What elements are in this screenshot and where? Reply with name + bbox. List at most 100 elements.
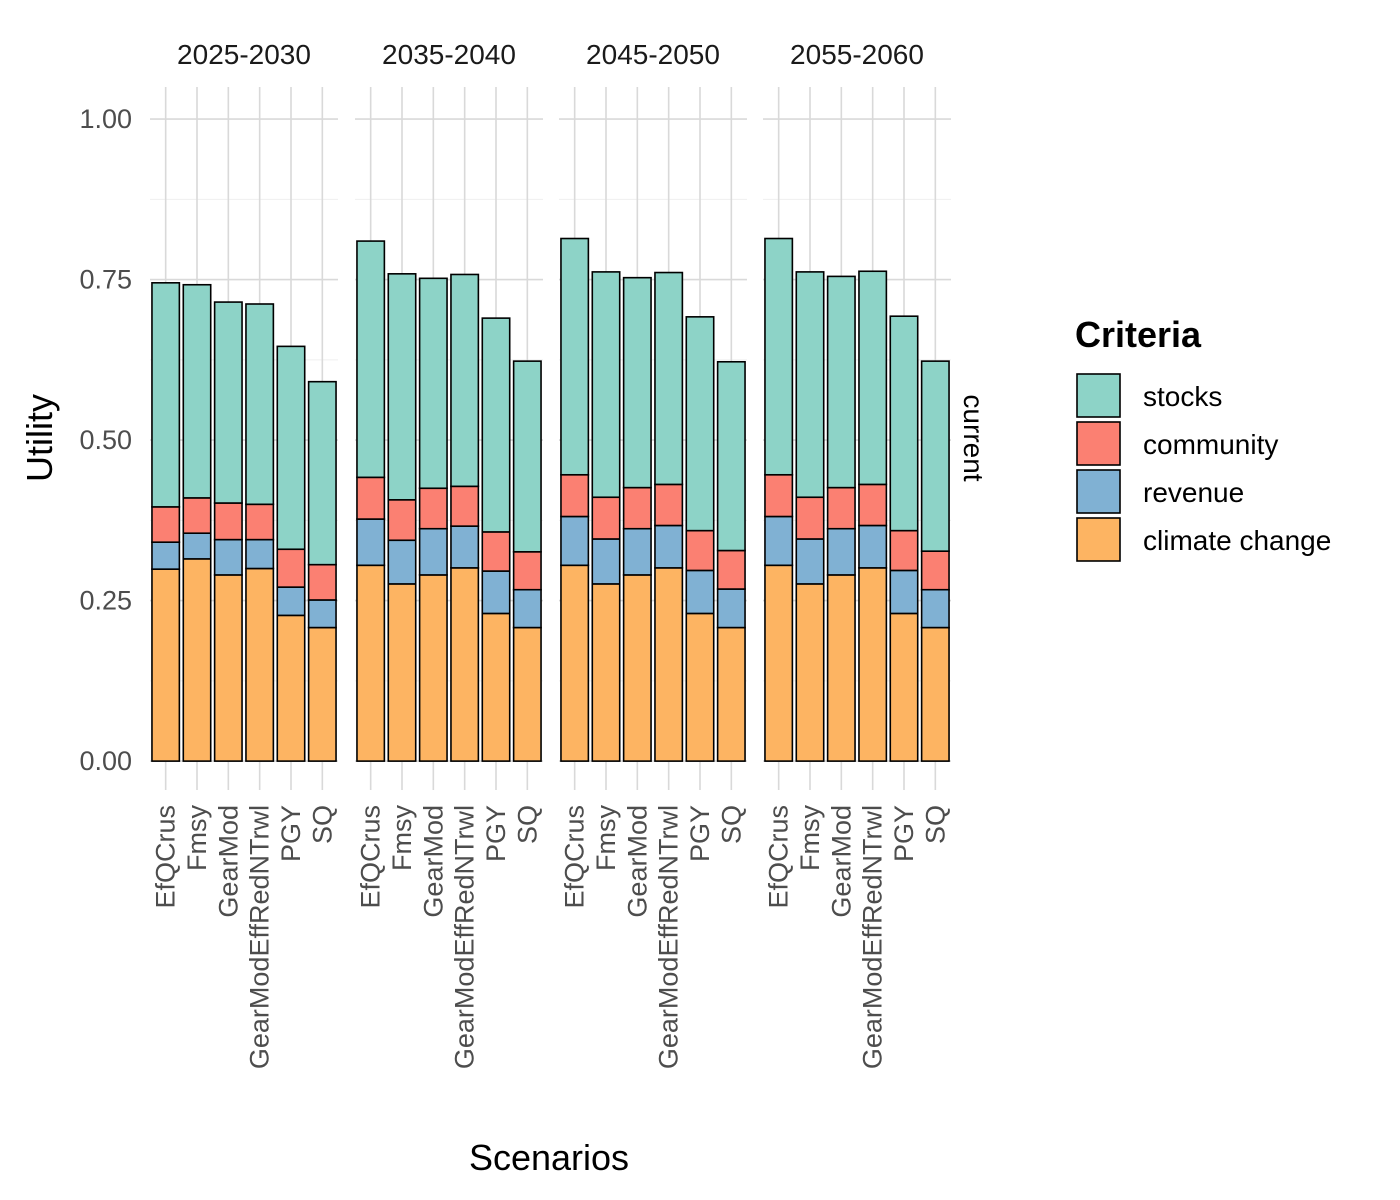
bar-segment-community: [151, 506, 181, 543]
x-tick-label: SQ: [716, 805, 746, 844]
x-tick-label: EfQCrus: [356, 805, 386, 909]
bar-segment-revenue: [716, 588, 746, 629]
bar-segment-climate-change: [889, 612, 919, 762]
bar-segment-climate-change: [151, 568, 181, 762]
bar-segment-stocks: [481, 317, 511, 533]
bar-segment-revenue: [276, 586, 306, 617]
x-tick-label: Fmsy: [591, 805, 621, 871]
bar-segment-community: [307, 563, 337, 601]
bar-segment-climate-change: [418, 574, 448, 762]
x-tick-label: GearMod: [418, 805, 448, 918]
bar-segment-stocks: [920, 360, 950, 552]
bar-segment-stocks: [654, 271, 684, 486]
x-tick-label: PGY: [889, 805, 919, 862]
legend: Criteria stocks community revenue climate c…: [1075, 314, 1331, 562]
bar-segment-revenue: [764, 515, 794, 567]
x-tick-label: GearMod: [826, 805, 856, 918]
x-tick-label: GearModEffRedNTrwl: [245, 805, 275, 1069]
legend-label: climate change: [1143, 525, 1331, 556]
y-tick-label: 0.25: [79, 586, 132, 616]
x-tick-label: EfQCrus: [560, 805, 590, 909]
bar-segment-stocks: [387, 273, 417, 501]
bar-segment-community: [560, 473, 590, 518]
bar-segment-climate-change: [387, 583, 417, 762]
bar-segment-community: [450, 485, 480, 527]
x-tick-label: SQ: [307, 805, 337, 844]
facet-panel: 2025-2030 EfQCrus Fmsy GearMod GearModEffRed…: [150, 39, 338, 1069]
bar-segment-revenue: [213, 538, 243, 576]
bar-segment-community: [481, 531, 511, 572]
bar-segment-revenue: [685, 569, 715, 615]
bar-segment-stocks: [858, 270, 888, 486]
x-tick-label: GearModEffRedNTrwl: [858, 805, 888, 1069]
bar-segment-community: [387, 499, 417, 542]
bar-segment-climate-change: [356, 564, 386, 762]
bar-segment-climate-change: [450, 567, 480, 762]
bar-segment-revenue: [387, 539, 417, 585]
x-tick-label: PGY: [481, 805, 511, 862]
bar-segment-climate-change: [716, 626, 746, 762]
bar-segment-climate-change: [481, 612, 511, 762]
x-tick-label: PGY: [276, 805, 306, 862]
bar-segment-climate-change: [764, 564, 794, 762]
bar-segment-community: [591, 496, 621, 540]
bar-segment-climate-change: [512, 626, 542, 762]
bar-segment-revenue: [450, 525, 480, 569]
x-tick-label: Fmsy: [795, 805, 825, 871]
bar-segment-community: [512, 551, 542, 591]
bar-segment-climate-change: [795, 583, 825, 762]
bar-segment-revenue: [560, 515, 590, 567]
bar-segment-community: [795, 496, 825, 540]
bar-segment-community: [716, 549, 746, 590]
bar-segment-climate-change: [213, 574, 243, 762]
bar-segment-climate-change: [307, 626, 337, 762]
bar-segment-community: [245, 503, 275, 541]
x-tick-label: GearMod: [622, 805, 652, 918]
bar-segment-stocks: [245, 303, 275, 506]
bar-segment-revenue: [622, 527, 652, 576]
y-axis-title: Utility: [19, 394, 60, 482]
bar-segment-revenue: [654, 524, 684, 569]
x-tick-label: GearModEffRedNTrwl: [654, 805, 684, 1069]
bar-segment-revenue: [826, 527, 856, 576]
bar-segment-revenue: [920, 588, 950, 629]
legend-key-stocks: [1076, 373, 1121, 418]
bar-segment-stocks: [591, 271, 621, 499]
bar-segment-revenue: [591, 538, 621, 585]
bar-segment-climate-change: [858, 567, 888, 762]
bar-segment-community: [356, 476, 386, 520]
y-tick-label: 1.00: [79, 104, 132, 134]
bar-segment-revenue: [418, 527, 448, 576]
legend-key-climate-change: [1076, 517, 1121, 562]
bar-segment-stocks: [450, 273, 480, 488]
x-tick-label: SQ: [920, 805, 950, 844]
bar-segment-community: [920, 550, 950, 591]
bar-segment-stocks: [889, 315, 919, 532]
bar-segment-stocks: [276, 345, 306, 551]
bar-segment-stocks: [418, 277, 448, 490]
legend-key-revenue: [1076, 469, 1121, 514]
legend-title: Criteria: [1075, 314, 1202, 355]
bar-segment-stocks: [685, 316, 715, 532]
y-tick-label: 0.75: [79, 265, 132, 295]
facet-title: 2055-2060: [790, 39, 924, 70]
legend-label: community: [1143, 429, 1278, 460]
legend-label: stocks: [1143, 381, 1222, 412]
bar-segment-revenue: [356, 518, 386, 567]
bar-segment-stocks: [182, 283, 212, 499]
y-tick-label: 0.50: [79, 425, 132, 455]
bar-segment-community: [276, 548, 306, 588]
bar-segment-climate-change: [560, 564, 590, 762]
x-axis-title: Scenarios: [469, 1137, 629, 1178]
bar-segment-community: [622, 486, 652, 530]
x-tick-label: PGY: [685, 805, 715, 862]
x-tick-label: EfQCrus: [151, 805, 181, 909]
facet-panel: 2035-2040 EfQCrus Fmsy GearMod GearModEffRed…: [355, 39, 543, 1069]
bar-segment-community: [418, 487, 448, 530]
bar-segment-community: [764, 473, 794, 518]
bar-segment-revenue: [151, 541, 181, 570]
bar-segment-community: [826, 486, 856, 530]
bar-segment-stocks: [764, 237, 794, 476]
bar-segment-climate-change: [654, 567, 684, 762]
